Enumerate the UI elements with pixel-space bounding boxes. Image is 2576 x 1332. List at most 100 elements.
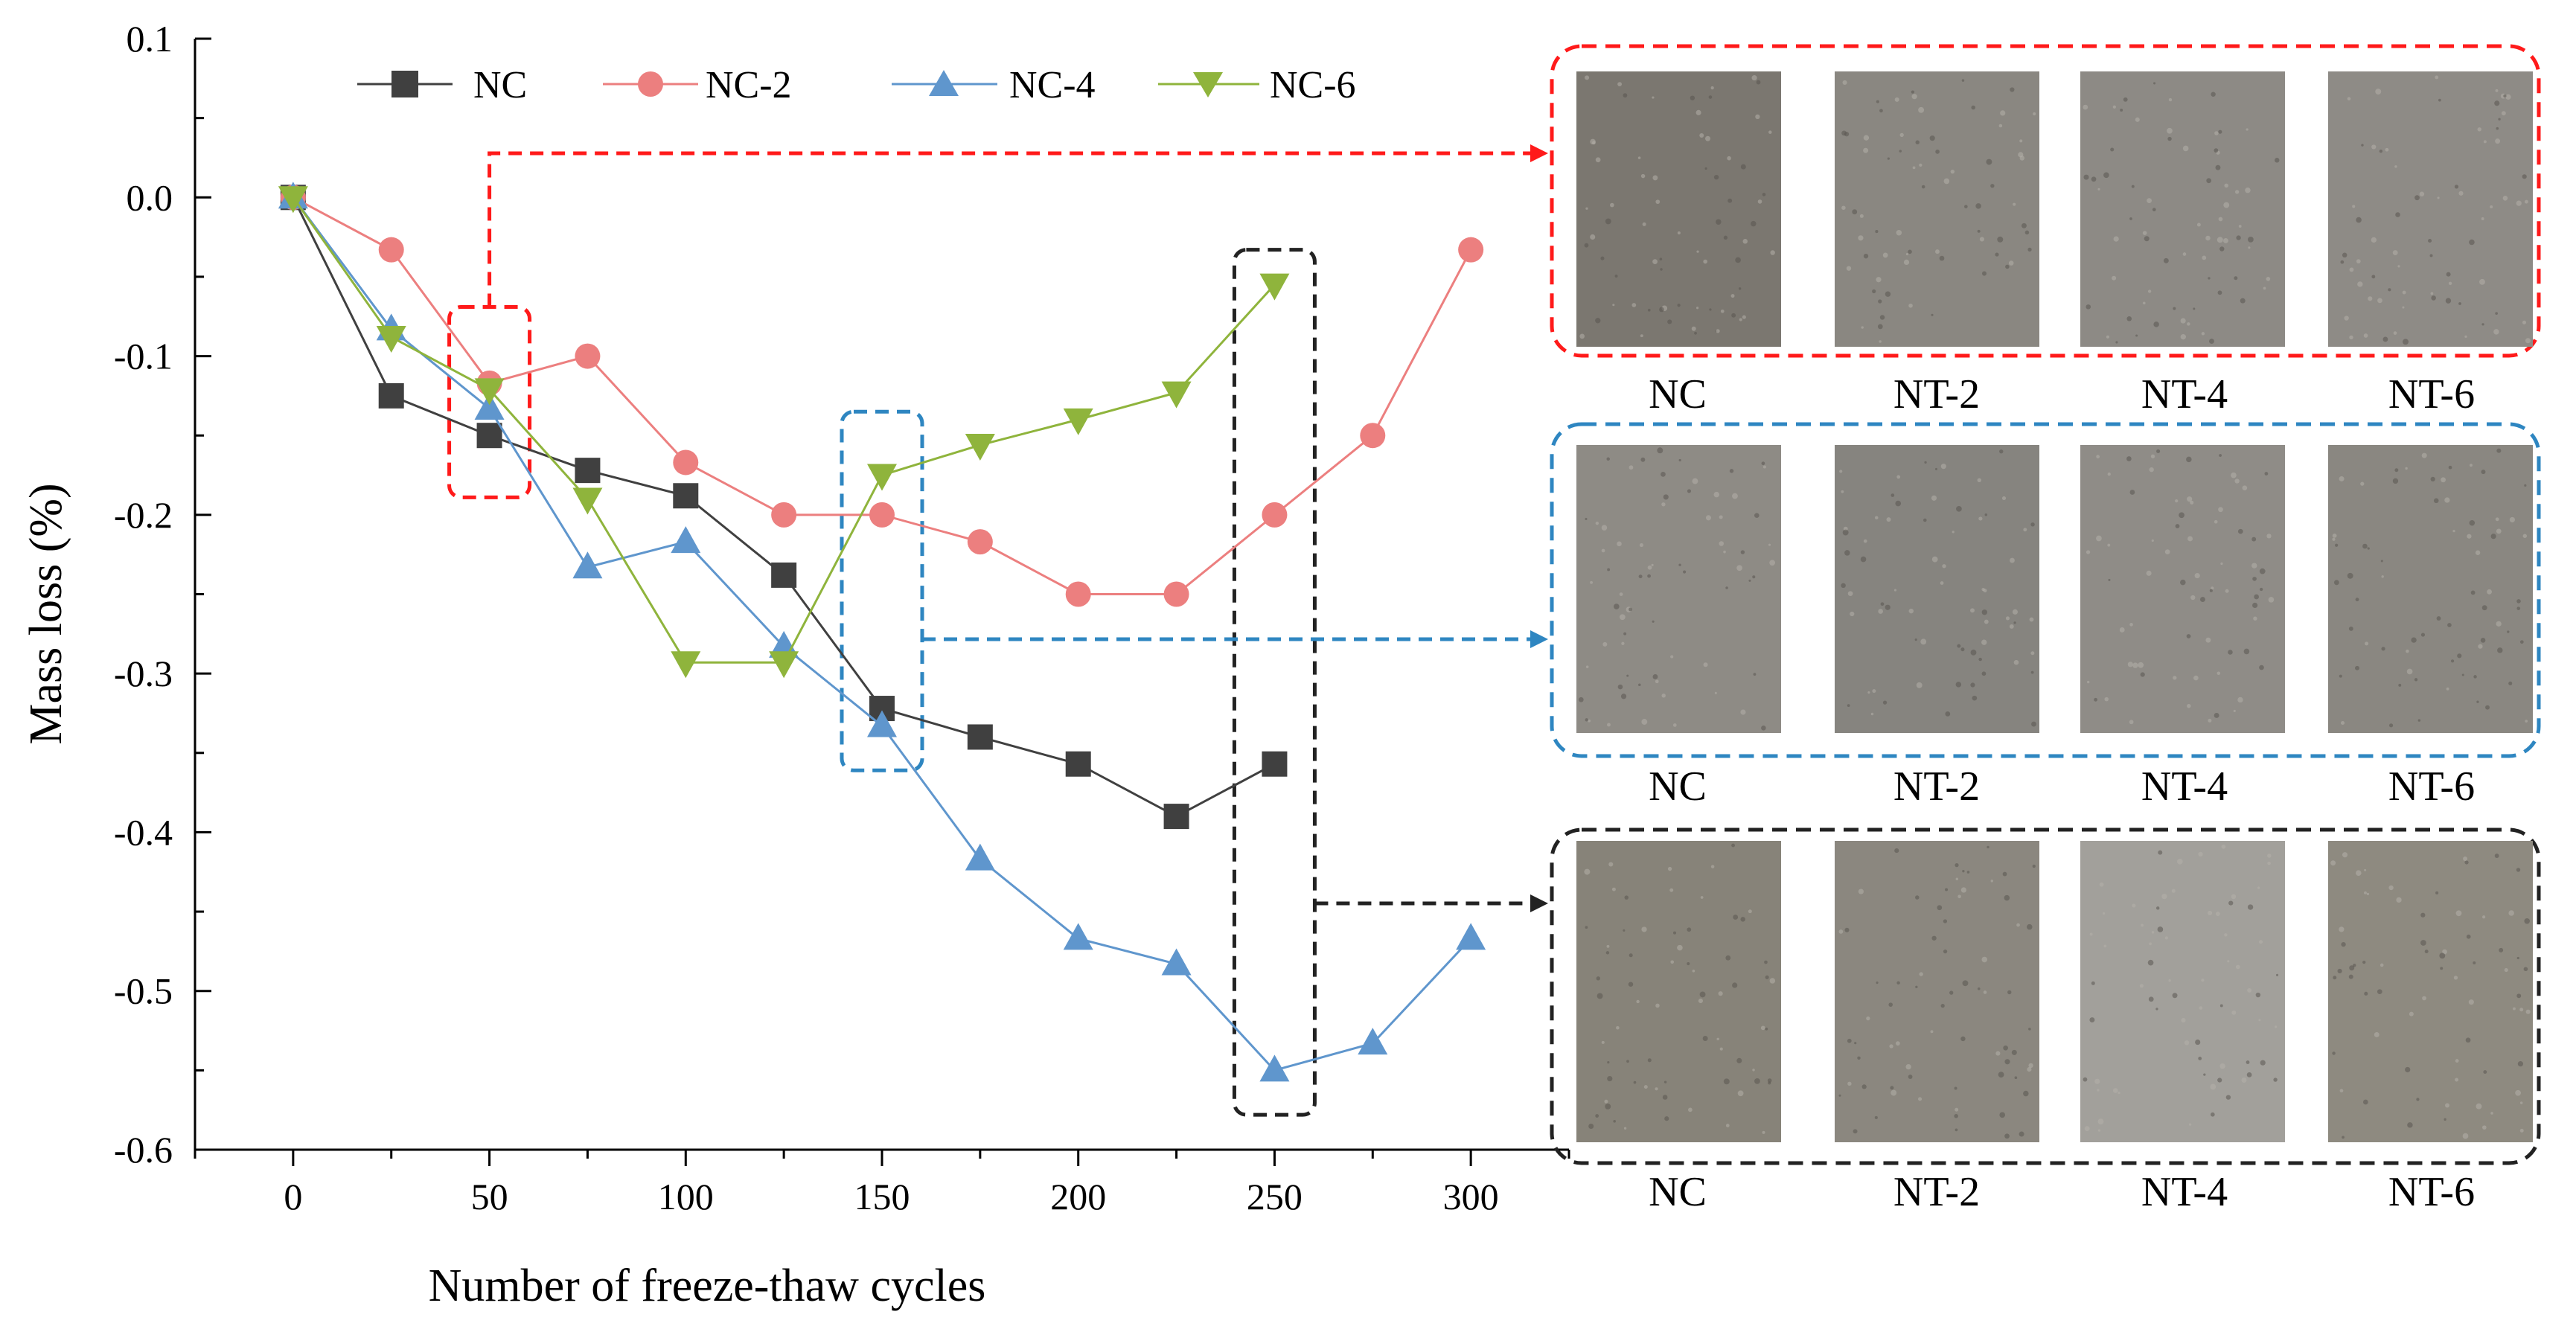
x-tick-label: 250	[1247, 1176, 1303, 1217]
surface-pore	[1584, 243, 1589, 248]
surface-pore	[1729, 469, 1734, 473]
surface-pore	[2362, 543, 2368, 549]
surface-pore	[2525, 1009, 2531, 1014]
specimen-label-nc: NC	[1649, 1169, 1707, 1215]
surface-pore	[2498, 118, 2501, 121]
surface-pore	[1700, 896, 1704, 899]
surface-pore	[1613, 1120, 1616, 1123]
specimen-photo-nt-2	[1835, 841, 2039, 1142]
surface-pore	[1966, 871, 1970, 874]
surface-pore	[2142, 231, 2147, 235]
surface-pore	[2397, 265, 2400, 268]
surface-pore	[2083, 104, 2088, 110]
surface-pore	[2259, 587, 2263, 592]
surface-pore	[1918, 1097, 1923, 1101]
y-tick-label: 0.1	[127, 18, 173, 60]
surface-pore	[2445, 1103, 2449, 1108]
surface-pore	[1918, 106, 1925, 113]
surface-pore	[2187, 536, 2193, 542]
surface-pore	[2182, 252, 2187, 256]
surface-pore	[1962, 980, 1969, 987]
surface-pore	[2444, 1118, 2446, 1121]
data-point-nc-2	[869, 502, 895, 528]
surface-pore	[2364, 991, 2368, 996]
surface-pore	[1585, 517, 1588, 520]
surface-pore	[2018, 152, 2024, 158]
surface-pore	[2367, 547, 2370, 550]
surface-pore	[1882, 700, 1888, 705]
surface-pore	[1620, 694, 1627, 699]
surface-pore	[2362, 960, 2366, 964]
surface-pore	[1699, 133, 1704, 138]
surface-pore	[1702, 1036, 1708, 1041]
surface-pore	[2029, 617, 2034, 622]
surface-pore	[1597, 993, 1603, 999]
surface-pore	[1955, 877, 1959, 880]
data-point-nc-6	[278, 186, 308, 214]
surface-pore	[2466, 934, 2471, 939]
surface-pore	[1853, 1129, 1858, 1134]
legend-label-nc-2: NC-2	[706, 64, 792, 106]
surface-pore	[1943, 919, 1948, 923]
surface-pore	[2153, 82, 2156, 85]
surface-pore	[2106, 335, 2109, 339]
surface-pore	[1596, 976, 1600, 981]
surface-pore	[2004, 1059, 2010, 1065]
surface-pore	[1875, 230, 1879, 234]
surface-pore	[2357, 281, 2363, 287]
surface-pore	[2248, 237, 2254, 243]
surface-pore	[1921, 185, 1925, 189]
surface-pore	[2217, 1078, 2222, 1083]
surface-pore	[1623, 93, 1628, 98]
surface-pore	[1934, 467, 1937, 470]
surface-pore	[1908, 1075, 1913, 1079]
surface-pore	[1641, 719, 1648, 725]
surface-pore	[1857, 1056, 1861, 1060]
surface-pore	[2422, 996, 2426, 1001]
surface-pore	[2517, 1061, 2524, 1067]
surface-pore	[1652, 259, 1658, 264]
surface-pore	[2385, 147, 2389, 152]
x-axis-title: Number of freeze-thaw cycles	[429, 1261, 986, 1311]
surface-pore	[2233, 709, 2236, 712]
surface-pore	[1945, 888, 1949, 891]
surface-pore	[1585, 665, 1589, 668]
data-point-nc-6	[1161, 381, 1192, 409]
surface-pore	[2094, 1078, 2100, 1084]
surface-pore	[2508, 681, 2513, 685]
surface-pore	[2193, 307, 2196, 310]
surface-pore	[1978, 657, 1982, 662]
surface-pore	[2196, 222, 2201, 227]
surface-pore	[2089, 932, 2093, 936]
surface-pore	[1585, 75, 1590, 80]
surface-pore	[2333, 976, 2337, 980]
surface-pore	[1768, 130, 1772, 134]
surface-pore	[2379, 149, 2383, 153]
surface-pore	[2467, 534, 2472, 539]
surface-pore	[2246, 128, 2249, 131]
series-nc-6	[278, 186, 1290, 679]
data-point-nc-4	[1259, 1054, 1290, 1082]
surface-pore	[1935, 150, 1940, 154]
surface-pore	[1899, 132, 1904, 138]
photo-panel-50-cycles: NC NT-2 NT-4 NT-6	[1550, 44, 2541, 417]
surface-pore	[2490, 1112, 2493, 1115]
surface-pore	[2487, 589, 2492, 595]
surface-pore	[2516, 599, 2521, 603]
surface-pore	[2495, 312, 2498, 315]
surface-pore	[2455, 1059, 2459, 1063]
surface-pore	[2377, 989, 2382, 995]
surface-pore	[1718, 991, 1723, 996]
specimen-label-nt-4: NT-4	[2141, 763, 2228, 810]
surface-pore	[2419, 191, 2425, 197]
y-axis-title: Mass loss (%)	[21, 483, 71, 744]
surface-pore	[2129, 623, 2133, 627]
photo-panel-150-cycles: NC NT-2 NT-4 NT-6	[1550, 422, 2541, 810]
surface-pore	[2099, 882, 2104, 887]
data-point-nc	[967, 724, 993, 750]
surface-pore	[2332, 533, 2337, 538]
surface-pore	[1846, 266, 1852, 271]
surface-pore	[1719, 515, 1723, 519]
surface-pore	[2480, 638, 2486, 643]
surface-pore	[1643, 1085, 1648, 1089]
